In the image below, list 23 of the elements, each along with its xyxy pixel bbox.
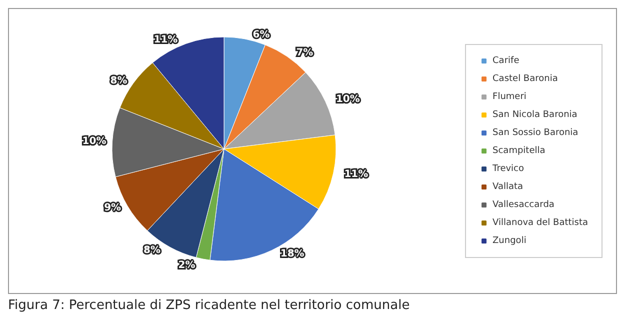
data-label: 11% — [154, 34, 178, 46]
legend-label: Villanova del Battista — [492, 218, 588, 228]
legend-label: Zungoli — [492, 236, 526, 246]
legend-label: Vallesaccarda — [492, 200, 554, 210]
legend-label: San Sossio Baronia — [492, 128, 578, 138]
legend-label: Carife — [492, 56, 520, 66]
legend-label: Trevico — [492, 164, 525, 174]
data-label: 8% — [144, 245, 161, 256]
data-label: 8% — [110, 75, 128, 86]
legend-label: Scampitella — [492, 146, 546, 156]
data-label: 10% — [82, 136, 106, 148]
data-label: 9% — [104, 202, 122, 214]
legend-label: Vallata — [492, 182, 524, 192]
data-label: 7% — [296, 48, 314, 59]
data-label: 11% — [344, 168, 368, 180]
text: Figura 7: Percentuale di ZPS ricadente nel territorio comunale — [8, 298, 411, 313]
data-label: 2% — [178, 260, 196, 272]
legend-label: Flumeri — [492, 92, 526, 102]
data-label: 10% — [336, 94, 360, 106]
legend-label: Castel Baronia — [492, 74, 558, 84]
legend-label: San Nicola Baronia — [492, 110, 578, 120]
data-label: 6% — [252, 30, 270, 41]
data-label: 18% — [280, 248, 304, 260]
